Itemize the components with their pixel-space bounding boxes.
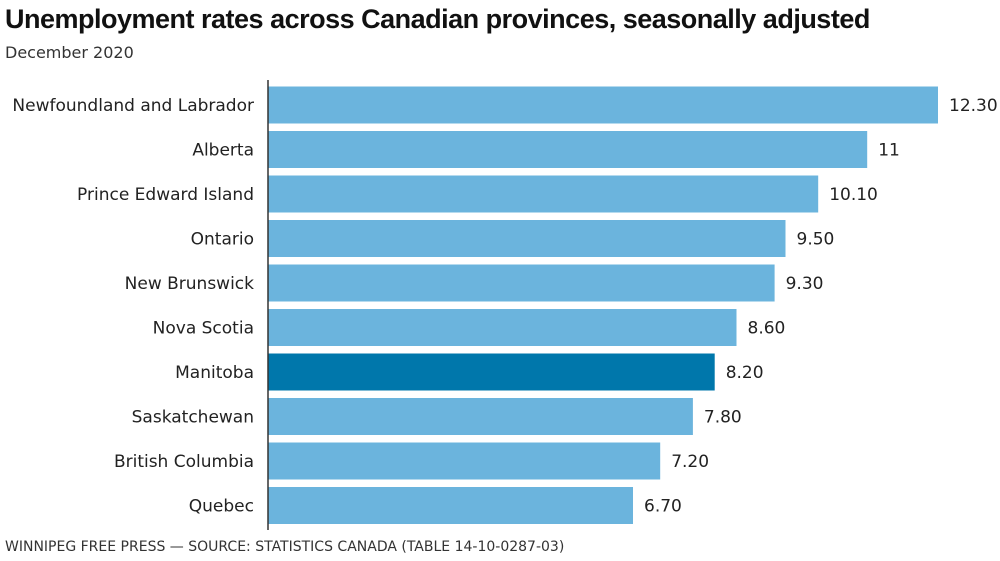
source-credit: WINNIPEG FREE PRESS — SOURCE: STATISTICS… — [5, 539, 565, 555]
bar-alberta — [268, 131, 868, 168]
category-label: New Brunswick — [125, 274, 255, 294]
data-label: 10.10 — [829, 185, 878, 205]
bar-ontario — [268, 220, 786, 257]
category-label: Saskatchewan — [132, 408, 254, 428]
data-label: 9.30 — [786, 274, 824, 294]
bar-saskatchewan — [268, 398, 693, 435]
data-label: 7.20 — [671, 452, 709, 472]
category-label: Manitoba — [175, 363, 254, 383]
bar-british-columbia — [268, 442, 661, 480]
bar-manitoba — [268, 353, 715, 391]
category-label: Prince Edward Island — [77, 185, 254, 205]
bar-chart: Newfoundland and Labrador 12.30 Alberta 11 P… — [12, 80, 998, 530]
category-label: Ontario — [191, 230, 254, 250]
data-label: 11 — [878, 141, 900, 161]
data-label: 8.20 — [726, 363, 764, 383]
bar-prince-edward-island — [268, 175, 819, 213]
bars-layer: Newfoundland and Labrador 12.30 Alberta 11 P… — [12, 86, 998, 524]
chart-title: Unemployment rates across Canadian provi… — [5, 4, 870, 34]
category-label: British Columbia — [114, 452, 254, 472]
data-label: 12.30 — [949, 96, 998, 116]
category-label: Alberta — [192, 141, 254, 161]
bar-quebec — [268, 487, 633, 524]
data-label: 6.70 — [644, 497, 682, 517]
chart-subtitle: December 2020 — [5, 43, 134, 62]
bar-nova-scotia — [268, 309, 737, 346]
category-label: Nova Scotia — [153, 319, 254, 339]
data-label: 7.80 — [704, 408, 742, 428]
category-label: Newfoundland and Labrador — [12, 96, 254, 116]
bar-newfoundland-and-labrador — [268, 86, 938, 124]
data-label: 9.50 — [797, 230, 835, 250]
bar-new-brunswick — [268, 264, 775, 302]
category-label: Quebec — [189, 497, 254, 517]
data-label: 8.60 — [748, 319, 786, 339]
